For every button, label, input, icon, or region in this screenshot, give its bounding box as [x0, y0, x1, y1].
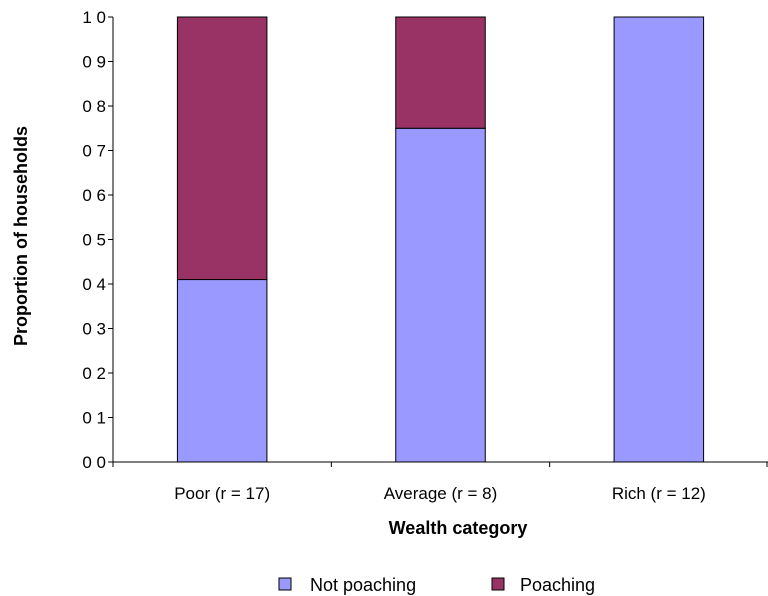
y-tick-label: 0 4 — [82, 275, 106, 294]
y-tick-label: 0 2 — [82, 364, 106, 383]
legend-swatch-poaching — [491, 577, 505, 591]
y-tick-label: 0 6 — [82, 186, 106, 205]
y-axis-ticks: 0 0 0 1 0 2 0 3 0 4 0 5 0 6 0 7 0 8 0 9 1 0 — [82, 8, 113, 472]
legend-label-not-poaching: Not poaching — [310, 575, 416, 595]
x-category-label: Average (r = 8) — [384, 484, 498, 503]
bar-poaching-1 — [395, 16, 486, 129]
y-tick-label: 0 8 — [82, 97, 106, 116]
x-category-label: Poor (r = 17) — [174, 484, 270, 503]
y-tick-label: 0 0 — [82, 453, 106, 472]
legend-swatch-not-poaching — [278, 577, 292, 591]
y-tick-label: 0 9 — [82, 53, 106, 72]
y-tick-label: 0 7 — [82, 142, 106, 161]
legend: Not poaching Poaching — [278, 575, 595, 595]
bar-not-poaching-0 — [176, 279, 268, 463]
bar-not-poaching-2 — [613, 16, 705, 463]
legend-label-poaching: Poaching — [520, 575, 595, 595]
y-tick-label: 0 3 — [82, 320, 106, 339]
bar-not-poaching-1 — [395, 127, 486, 463]
x-axis-title: Wealth category — [389, 518, 528, 538]
x-axis-categories: Poor (r = 17) Average (r = 8) Rich (r = 12… — [174, 484, 706, 503]
y-tick-label: 0 1 — [82, 409, 106, 428]
plot-area — [176, 16, 705, 463]
y-tick-label: 1 0 — [82, 8, 106, 27]
x-category-label: Rich (r = 12) — [612, 484, 706, 503]
y-axis-title: Proportion of households — [11, 126, 31, 346]
y-tick-label: 0 5 — [82, 231, 106, 250]
bar-poaching-0 — [176, 16, 268, 281]
